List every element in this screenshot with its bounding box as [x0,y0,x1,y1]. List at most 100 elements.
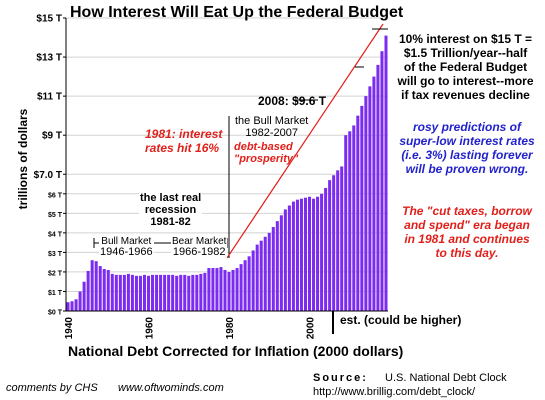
debt-line2: "prosperity" [234,153,299,165]
bar-1941 [74,299,78,311]
bar-1991 [275,221,279,311]
bar-1975 [211,268,215,311]
axes [65,18,388,312]
x-axis-label: National Debt Corrected for Inflation (2… [68,343,404,359]
bar-1960 [151,274,155,311]
bar-1977 [219,267,223,311]
credit-url[interactable]: www.oftwominds.com [118,382,224,394]
bar-2001 [316,196,320,311]
bar-1939 [66,302,70,311]
bar-1962 [159,274,163,311]
bar-1969 [187,275,191,311]
bar-2002 [320,193,324,311]
bar-2017 [380,51,384,311]
era-line4: to this day. [435,246,499,260]
bar-1995 [291,201,295,311]
credit-label: comments by CHS [6,382,98,394]
rosy-line3: (i.e. 3%) lasting forever [401,148,533,162]
debt-prosperity-annotation: debt-based "prosperity" [234,141,298,165]
bar-1957 [138,275,142,311]
bar-1998 [303,197,307,311]
bar-1951 [114,274,118,311]
bar-1989 [267,232,271,311]
bar-1954 [126,273,130,311]
x-tick-label: 1980 [225,317,236,340]
y-tick-label: $13 T [36,53,62,64]
bar-1996 [295,199,299,311]
bar-1979 [227,271,231,311]
interest-burden-note: 10% interest on $15 T = $1.5 Trillion/ye… [388,32,543,102]
cut-taxes-era-note: The "cut taxes, borrow and spend" era be… [392,204,542,260]
bar-1980 [231,269,235,311]
bar-1985 [251,250,255,311]
bar-2006 [336,170,340,311]
bear-range: 1966-1982 [172,246,226,258]
era-line1: The "cut taxes, borrow [402,204,532,218]
bar-1990 [271,227,275,311]
bear-title: Bear Market [172,236,227,247]
recession-line3: 1981-82 [150,216,191,228]
bar-1952 [118,274,122,311]
y-axis-label: trillions of dollars [16,108,30,210]
x-tick-labels: 1940 1960 1980 2000 [64,317,317,340]
bar-1956 [134,275,138,311]
bar-1982 [239,264,243,311]
bull1-annotation: Bull Market 1946-1966 [99,236,154,258]
bar-1986 [255,244,259,311]
rosy-line4: will be proven wrong. [405,162,529,176]
bear-annotation: Bear Market 1966-1982 [171,236,228,258]
bar-1987 [259,240,263,311]
y-tick-label: $5 T [48,212,63,219]
bar-1993 [283,209,287,311]
bar-1944 [86,270,90,311]
bar-2010 [352,125,356,311]
bar-1992 [279,215,283,311]
y-tick-label: $4 T [48,231,63,238]
bar-2014 [368,86,372,311]
chart-title: How Interest Will Eat Up the Federal Bud… [70,4,404,21]
bar-2011 [356,115,360,312]
x-tick-label: 1960 [145,317,156,340]
interest-line2: $1.5 Trillion/year--half [403,46,528,60]
source-label: Source: [313,372,368,384]
bar-1948 [102,269,106,311]
bars [66,35,388,312]
bar-1963 [163,274,167,311]
source-url[interactable]: http://www.brillig.com/debt_clock/ [313,386,476,398]
y-tick-label: $6 T [48,192,63,199]
bar-1997 [299,198,303,311]
bar-1988 [263,236,267,311]
bar-1958 [142,274,146,311]
bar-1949 [106,269,110,311]
bull1-title: Bull Market [101,236,152,247]
debt-line1: debt-based [234,141,293,153]
rosy-line2: super-low interest rates [399,134,535,148]
bar-1955 [130,274,134,311]
bull1-range: 1946-1966 [100,246,153,258]
estimate-label: est. (could be higher) [340,313,462,327]
trend-line [226,23,384,259]
bar-1970 [191,274,195,311]
bar-1968 [183,274,187,311]
bar-2018 [384,35,388,311]
bar-2005 [332,175,336,311]
bar-2013 [364,96,368,311]
bar-2009 [348,131,352,311]
bar-1981 [235,268,239,311]
bull2-range: 1982-2007 [245,127,298,139]
bar-1940 [70,301,74,311]
debt-2008-annotation: 2008: $9.6 T [258,94,327,108]
bar-1971 [195,274,199,311]
bar-1972 [199,273,203,311]
interest-line4: will go to interest--more [397,74,534,88]
x-tick-label: 2000 [306,317,317,340]
recession-line1: the last real [140,192,202,204]
y-tick-label: $9 T [42,131,62,142]
y-tick-label: $15 T [36,14,62,25]
bar-1984 [247,256,251,311]
source-value: U.S. National Debt Clock [385,372,507,384]
bar-1994 [287,205,291,311]
rate-line1: 1981: interest [145,127,223,141]
y-tick-label: $3 T [48,251,63,258]
